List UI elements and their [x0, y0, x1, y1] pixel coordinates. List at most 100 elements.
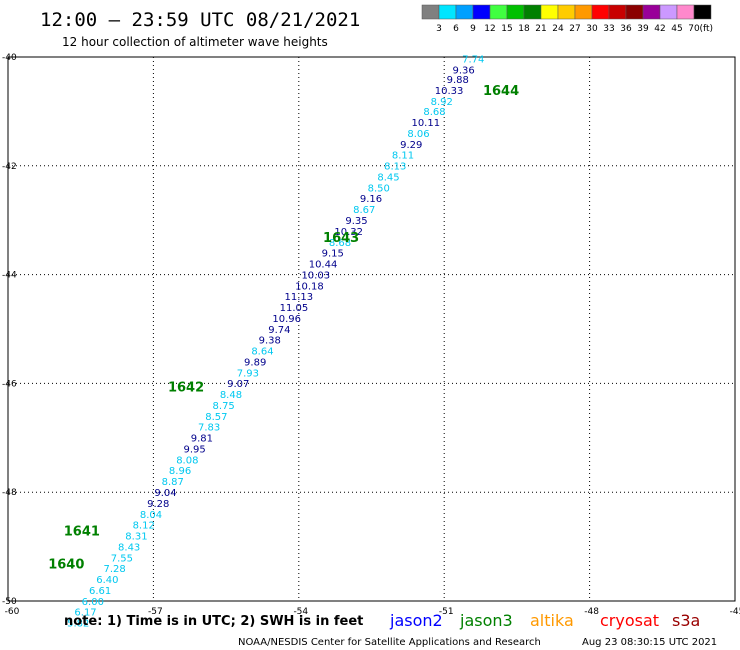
color-scale-tick: 45 — [671, 24, 682, 34]
swh-value: 8.92 — [431, 97, 453, 108]
color-scale-tick: 42 — [654, 24, 665, 34]
color-scale-tick: 3 — [436, 24, 442, 34]
swh-value: 9.36 — [452, 65, 474, 76]
x-tick-label: -45 — [730, 607, 740, 617]
swh-value: 9.74 — [268, 325, 290, 336]
color-scale-tick: 21 — [535, 24, 546, 34]
swh-value: 10.33 — [435, 86, 464, 97]
color-scale-tick: 30 — [586, 24, 598, 34]
satellite-altika: altika — [530, 611, 574, 630]
swh-value: 9.89 — [244, 357, 266, 368]
footer-credit: NOAA/NESDIS Center for Satellite Applica… — [238, 637, 541, 648]
color-swatch — [438, 4, 457, 20]
y-tick-label: -42 — [2, 162, 17, 172]
swh-value: 8.45 — [377, 172, 399, 183]
swh-value: 9.95 — [183, 444, 205, 455]
swh-value: 8.96 — [169, 466, 191, 477]
color-swatch — [574, 4, 593, 20]
color-scale-labels: 3 6 9 12 15 18 21 24 27 30 33 36 39 42 45 70 (ft) — [436, 24, 713, 34]
swh-value: 8.13 — [384, 162, 406, 173]
y-tick-label: -48 — [2, 488, 17, 498]
map-grid — [8, 57, 735, 601]
swh-value: 7.93 — [237, 368, 259, 379]
color-scale-bar — [421, 4, 712, 20]
color-scale-tick: 33 — [603, 24, 614, 34]
pass-labels: 1640 1641 1642 1643 1644 — [48, 84, 519, 572]
swh-value: 9.07 — [227, 379, 249, 390]
swh-value: 10.11 — [411, 118, 440, 129]
x-tick-label: -57 — [148, 607, 163, 617]
swh-value: 8.50 — [368, 183, 390, 194]
x-axis-ticks: -57 -54 -51 -48 -45 -60 — [5, 607, 740, 617]
color-swatch — [557, 4, 576, 20]
color-swatch — [676, 4, 695, 20]
color-swatch — [659, 4, 678, 20]
pass-label: 1640 — [48, 557, 84, 572]
color-swatch — [608, 4, 627, 20]
swh-value: 8.68 — [423, 107, 445, 118]
color-scale-tick: 24 — [552, 24, 564, 34]
swh-value: 9.81 — [191, 434, 213, 445]
swh-value: 7.74 — [462, 54, 484, 65]
swh-value: 8.57 — [205, 412, 227, 423]
swh-value: 9.04 — [154, 488, 176, 499]
satellite-jason3: jason3 — [459, 611, 513, 630]
color-swatch — [642, 4, 661, 20]
swh-value: 8.08 — [176, 455, 198, 466]
color-swatch — [506, 4, 525, 20]
pass-label: 1644 — [483, 84, 519, 99]
swh-value: 8.06 — [407, 129, 429, 140]
swh-value: 9.28 — [147, 499, 169, 510]
swh-value: 10.96 — [272, 314, 301, 325]
pass-label: 1642 — [168, 381, 204, 396]
pass-label: 1643 — [323, 231, 359, 246]
note-text: note: 1) Time is in UTC; 2) SWH is in fe… — [64, 614, 363, 629]
swh-value: 10.32 — [334, 227, 363, 238]
swh-value: 7.28 — [103, 564, 125, 575]
color-scale-tick: 15 — [501, 24, 512, 34]
swh-value: 8.31 — [125, 532, 147, 543]
color-swatch — [591, 4, 610, 20]
swh-value: 6.40 — [96, 575, 118, 586]
y-tick-label: -46 — [2, 379, 17, 389]
swh-value: 8.43 — [118, 542, 140, 553]
swh-value: 9.29 — [400, 140, 422, 151]
swh-value: 8.12 — [133, 521, 155, 532]
chart-title: 12:00 – 23:59 UTC 08/21/2021 — [40, 9, 360, 31]
swh-value: 9.15 — [322, 249, 344, 260]
footer-timestamp: Aug 23 08:30:15 UTC 2021 — [582, 637, 717, 648]
color-scale-tick: 39 — [637, 24, 649, 34]
swh-value: 6.00 — [82, 597, 104, 608]
y-axis-ticks: -40 -42 -44 -46 -48 -50 — [2, 53, 17, 607]
swh-value: 6.61 — [89, 586, 111, 597]
color-scale-tick: 70 — [688, 24, 700, 34]
color-swatch — [693, 4, 712, 20]
swh-value: 8.67 — [353, 205, 375, 216]
plot-frame — [7, 56, 736, 602]
color-scale-tick: 9 — [470, 24, 476, 34]
swh-value: 8.11 — [392, 151, 414, 162]
satellite-cryosat: cryosat — [600, 611, 659, 630]
swh-value: 11.13 — [284, 292, 313, 303]
color-swatch — [421, 4, 440, 20]
swh-value: 8.75 — [213, 401, 235, 412]
satellite-s3a: s3a — [672, 611, 700, 630]
swh-value: 11.05 — [280, 303, 309, 314]
swh-value: 7.55 — [111, 553, 133, 564]
swh-value: 8.48 — [220, 390, 242, 401]
color-scale-tick: 36 — [620, 24, 632, 34]
swh-value: 9.35 — [345, 216, 367, 227]
satellite-legend: jason2 jason3 altika cryosat s3a — [389, 611, 700, 630]
color-swatch — [540, 4, 559, 20]
swh-value: 5.82 — [67, 619, 89, 630]
x-tick-label: -51 — [439, 607, 454, 617]
swh-value: 6.17 — [74, 608, 96, 619]
color-scale-tick: 12 — [484, 24, 495, 34]
swh-value: 10.44 — [309, 260, 338, 271]
x-tick-label: -48 — [584, 607, 599, 617]
swh-value: 9.88 — [447, 75, 469, 86]
chart-subtitle: 12 hour collection of altimeter wave hei… — [62, 35, 328, 49]
pass-label: 1641 — [64, 525, 100, 540]
color-swatch — [455, 4, 474, 20]
